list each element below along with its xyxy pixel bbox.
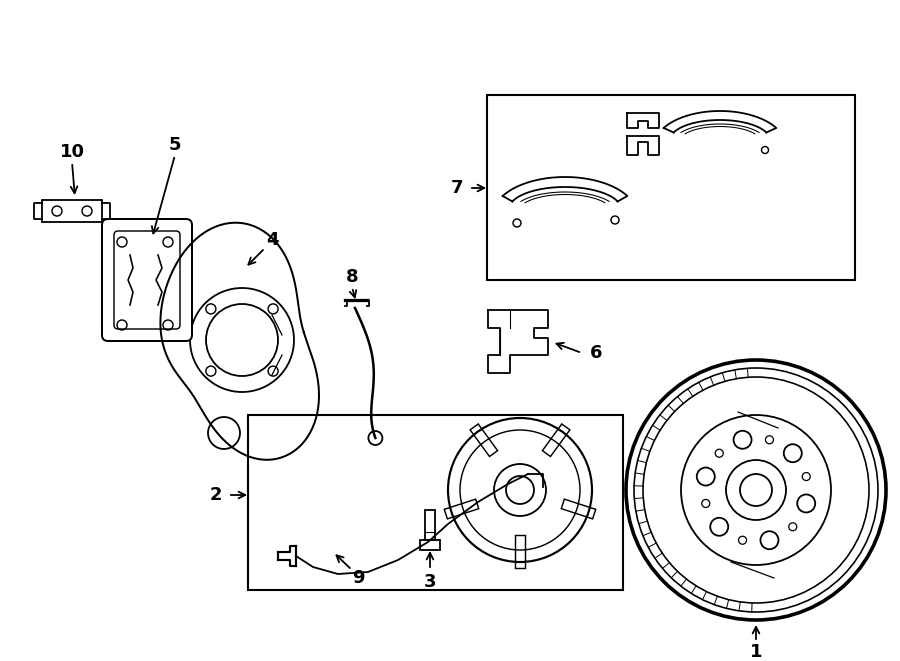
Text: 9: 9 [352,569,365,587]
Text: 8: 8 [346,268,358,286]
Text: 7: 7 [451,179,464,197]
Text: 6: 6 [590,344,602,362]
Text: 3: 3 [424,573,436,591]
Text: 2: 2 [210,486,222,504]
FancyBboxPatch shape [102,219,192,341]
Text: 4: 4 [266,231,278,249]
Bar [487,95,855,280]
Bar [248,415,623,590]
Text: 10: 10 [59,143,85,161]
Text: 5: 5 [169,136,181,154]
Text: 1: 1 [750,643,762,661]
Bar [42,200,102,222]
